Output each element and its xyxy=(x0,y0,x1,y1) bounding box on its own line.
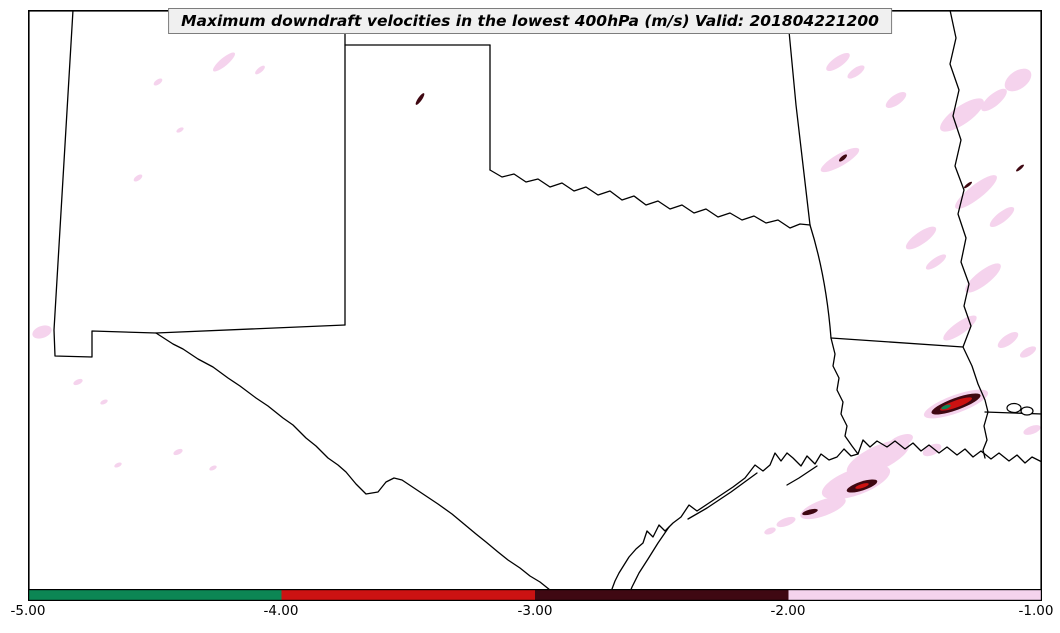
shading-band-neg5-neg4 xyxy=(941,404,951,410)
coastal-lakes xyxy=(1006,402,1034,416)
map-plot-area xyxy=(28,10,1042,597)
colorbar-outline xyxy=(28,589,1042,602)
plot-title-box: Maximum downdraft velocities in the lowe… xyxy=(168,8,892,34)
shading-blob xyxy=(802,508,818,516)
shading-blob xyxy=(885,91,907,109)
shading-blob xyxy=(1004,68,1032,92)
barrier-island-galveston xyxy=(786,465,818,486)
shading-blob xyxy=(955,175,997,209)
barrier-island-matagorda xyxy=(687,472,758,520)
shading-blob xyxy=(821,464,891,500)
shading-blob xyxy=(153,78,163,86)
border-texas-arkansas xyxy=(809,224,832,339)
lake-outline xyxy=(1020,406,1034,416)
shading-blob xyxy=(941,404,951,410)
shading-blob xyxy=(764,527,776,535)
coastline xyxy=(609,439,1042,597)
colorbar xyxy=(28,589,1042,602)
shading-blob xyxy=(133,174,143,182)
border-new-mexico-arizona-bootheel xyxy=(53,10,157,358)
colorbar-segment-maroon xyxy=(535,589,789,601)
shading-blob xyxy=(940,98,984,132)
shading-blob xyxy=(826,52,850,72)
colorbar-tick-label: -5.00 xyxy=(10,603,46,619)
plot-title: Maximum downdraft velocities in the lowe… xyxy=(181,12,879,30)
colorbar-tick-label: -3.00 xyxy=(517,603,553,619)
border-oklahoma-arkansas xyxy=(786,10,811,226)
shading-blob xyxy=(922,443,942,457)
shading-blob xyxy=(981,88,1007,112)
shading-blob xyxy=(176,127,184,133)
plot-frame xyxy=(28,10,1042,597)
shading-blob xyxy=(905,226,937,250)
shading-blob xyxy=(209,465,217,471)
colorbar-tick-label: -2.00 xyxy=(770,603,806,619)
shading-blob xyxy=(943,315,977,341)
shading-blob xyxy=(1019,346,1037,358)
gulf-coastline xyxy=(609,439,1042,597)
shading-blob xyxy=(855,483,869,489)
shading-band-neg2-neg1 xyxy=(32,52,1041,535)
shading-blob xyxy=(997,331,1019,349)
colorbar-tick-label: -1.00 xyxy=(1018,603,1054,619)
colorbar-segment-red xyxy=(281,589,535,601)
shading-blob xyxy=(415,93,425,105)
red-river-border xyxy=(489,169,811,229)
state-borders xyxy=(53,10,1042,597)
shading-blob xyxy=(847,65,865,79)
shading-blob xyxy=(73,378,83,386)
shading-blob xyxy=(32,325,52,339)
shading-blob xyxy=(965,263,1001,293)
shading-blob xyxy=(838,154,848,162)
shading-blob xyxy=(776,516,796,528)
colorbar-tick-label: -4.00 xyxy=(263,603,299,619)
colorbar-segment-green xyxy=(28,589,282,601)
lake-outline xyxy=(1006,402,1022,414)
border-arkansas-louisiana xyxy=(830,337,964,348)
shading-blob xyxy=(1016,164,1024,172)
shading-blob xyxy=(925,254,947,270)
shading-blob xyxy=(255,65,265,75)
shading-blob xyxy=(100,399,108,405)
border-new-mexico-texas-south xyxy=(155,324,346,334)
rio-grande-border xyxy=(155,332,556,597)
colorbar-svg xyxy=(28,589,1042,602)
colorbar-segment-pink xyxy=(788,589,1042,601)
barrier-island-padre xyxy=(627,526,670,597)
shading-blob xyxy=(1023,425,1041,435)
shading-blob xyxy=(114,462,122,468)
shading-blob xyxy=(963,181,973,189)
shading-blob xyxy=(989,206,1015,228)
border-texas-louisiana-sabine xyxy=(830,337,859,455)
shading-blob xyxy=(887,433,913,451)
mississippi-river-border xyxy=(949,10,989,459)
shading-blob xyxy=(173,448,183,456)
shading-blob xyxy=(212,52,236,72)
